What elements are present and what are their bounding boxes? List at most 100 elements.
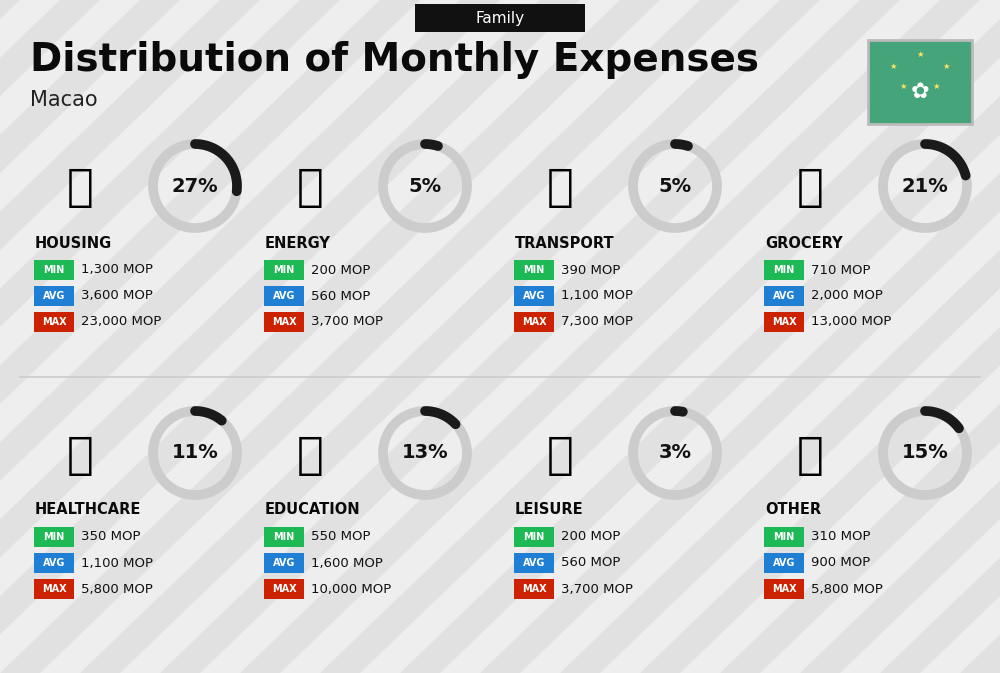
Text: 560 MOP: 560 MOP <box>311 289 370 302</box>
Text: MAX: MAX <box>772 584 796 594</box>
Text: ★: ★ <box>933 83 940 92</box>
Text: 1,100 MOP: 1,100 MOP <box>81 557 153 569</box>
Text: ✿: ✿ <box>911 81 929 102</box>
Text: 🔌: 🔌 <box>297 166 323 209</box>
FancyBboxPatch shape <box>264 527 304 547</box>
Text: AVG: AVG <box>273 291 295 301</box>
Text: MAX: MAX <box>772 317 796 327</box>
Text: 550 MOP: 550 MOP <box>311 530 370 544</box>
Text: MAX: MAX <box>42 317 66 327</box>
Text: MAX: MAX <box>272 317 296 327</box>
FancyBboxPatch shape <box>34 579 74 599</box>
Text: AVG: AVG <box>523 291 545 301</box>
Text: 200 MOP: 200 MOP <box>561 530 620 544</box>
Text: 23,000 MOP: 23,000 MOP <box>81 316 161 328</box>
FancyBboxPatch shape <box>415 4 585 32</box>
Text: 390 MOP: 390 MOP <box>561 264 620 277</box>
FancyBboxPatch shape <box>264 286 304 306</box>
Text: 🎓: 🎓 <box>297 433 323 476</box>
Text: GROCERY: GROCERY <box>765 236 843 250</box>
Text: 13%: 13% <box>402 444 448 462</box>
Text: MIN: MIN <box>273 265 295 275</box>
Text: ★: ★ <box>916 50 924 59</box>
FancyBboxPatch shape <box>868 40 972 124</box>
FancyBboxPatch shape <box>34 553 74 573</box>
FancyBboxPatch shape <box>264 260 304 280</box>
Text: 1,100 MOP: 1,100 MOP <box>561 289 633 302</box>
FancyBboxPatch shape <box>764 579 804 599</box>
FancyBboxPatch shape <box>34 527 74 547</box>
Text: 👛: 👛 <box>797 433 823 476</box>
FancyBboxPatch shape <box>34 260 74 280</box>
FancyBboxPatch shape <box>764 527 804 547</box>
Text: 🛍: 🛍 <box>547 433 573 476</box>
Text: 15%: 15% <box>902 444 948 462</box>
Text: OTHER: OTHER <box>765 503 821 518</box>
FancyBboxPatch shape <box>264 312 304 332</box>
FancyBboxPatch shape <box>764 312 804 332</box>
Text: 560 MOP: 560 MOP <box>561 557 620 569</box>
FancyBboxPatch shape <box>514 579 554 599</box>
FancyBboxPatch shape <box>514 553 554 573</box>
FancyBboxPatch shape <box>764 553 804 573</box>
Text: MIN: MIN <box>43 265 65 275</box>
Text: 3%: 3% <box>658 444 692 462</box>
Text: 5,800 MOP: 5,800 MOP <box>81 583 153 596</box>
Text: 13,000 MOP: 13,000 MOP <box>811 316 891 328</box>
Text: ★: ★ <box>943 63 950 71</box>
Text: 🚌: 🚌 <box>547 166 573 209</box>
Text: EDUCATION: EDUCATION <box>265 503 361 518</box>
Text: HEALTHCARE: HEALTHCARE <box>35 503 141 518</box>
Text: MIN: MIN <box>523 265 545 275</box>
Text: MIN: MIN <box>773 532 795 542</box>
Text: ENERGY: ENERGY <box>265 236 331 250</box>
FancyBboxPatch shape <box>514 312 554 332</box>
FancyBboxPatch shape <box>264 553 304 573</box>
FancyBboxPatch shape <box>514 527 554 547</box>
FancyBboxPatch shape <box>764 260 804 280</box>
Text: 1,300 MOP: 1,300 MOP <box>81 264 153 277</box>
Text: TRANSPORT: TRANSPORT <box>515 236 615 250</box>
Text: AVG: AVG <box>773 291 795 301</box>
Text: AVG: AVG <box>43 558 65 568</box>
Text: MIN: MIN <box>773 265 795 275</box>
Text: 5,800 MOP: 5,800 MOP <box>811 583 883 596</box>
Text: MAX: MAX <box>42 584 66 594</box>
FancyBboxPatch shape <box>34 286 74 306</box>
Text: 3,700 MOP: 3,700 MOP <box>311 316 383 328</box>
Text: 710 MOP: 710 MOP <box>811 264 870 277</box>
Text: AVG: AVG <box>43 291 65 301</box>
Text: 3,600 MOP: 3,600 MOP <box>81 289 153 302</box>
Text: 10,000 MOP: 10,000 MOP <box>311 583 391 596</box>
Text: MIN: MIN <box>273 532 295 542</box>
Text: 21%: 21% <box>902 176 948 195</box>
Text: ★: ★ <box>890 63 897 71</box>
Text: 900 MOP: 900 MOP <box>811 557 870 569</box>
Text: 2,000 MOP: 2,000 MOP <box>811 289 883 302</box>
Text: MIN: MIN <box>43 532 65 542</box>
Text: 5%: 5% <box>408 176 442 195</box>
Text: ★: ★ <box>900 83 907 92</box>
Text: 🏥: 🏥 <box>67 433 93 476</box>
Text: 310 MOP: 310 MOP <box>811 530 870 544</box>
Text: Distribution of Monthly Expenses: Distribution of Monthly Expenses <box>30 41 759 79</box>
Text: 11%: 11% <box>172 444 218 462</box>
FancyBboxPatch shape <box>514 260 554 280</box>
FancyBboxPatch shape <box>264 579 304 599</box>
Text: 1,600 MOP: 1,600 MOP <box>311 557 383 569</box>
Text: 5%: 5% <box>658 176 692 195</box>
Text: MAX: MAX <box>522 317 546 327</box>
Text: 🛒: 🛒 <box>797 166 823 209</box>
Text: 350 MOP: 350 MOP <box>81 530 140 544</box>
Text: AVG: AVG <box>273 558 295 568</box>
Text: Family: Family <box>475 11 525 26</box>
Text: 7,300 MOP: 7,300 MOP <box>561 316 633 328</box>
FancyBboxPatch shape <box>764 286 804 306</box>
Text: LEISURE: LEISURE <box>515 503 584 518</box>
Text: MAX: MAX <box>272 584 296 594</box>
Text: MIN: MIN <box>523 532 545 542</box>
Text: Macao: Macao <box>30 90 98 110</box>
FancyBboxPatch shape <box>514 286 554 306</box>
Text: HOUSING: HOUSING <box>35 236 112 250</box>
Text: 🏢: 🏢 <box>67 166 93 209</box>
